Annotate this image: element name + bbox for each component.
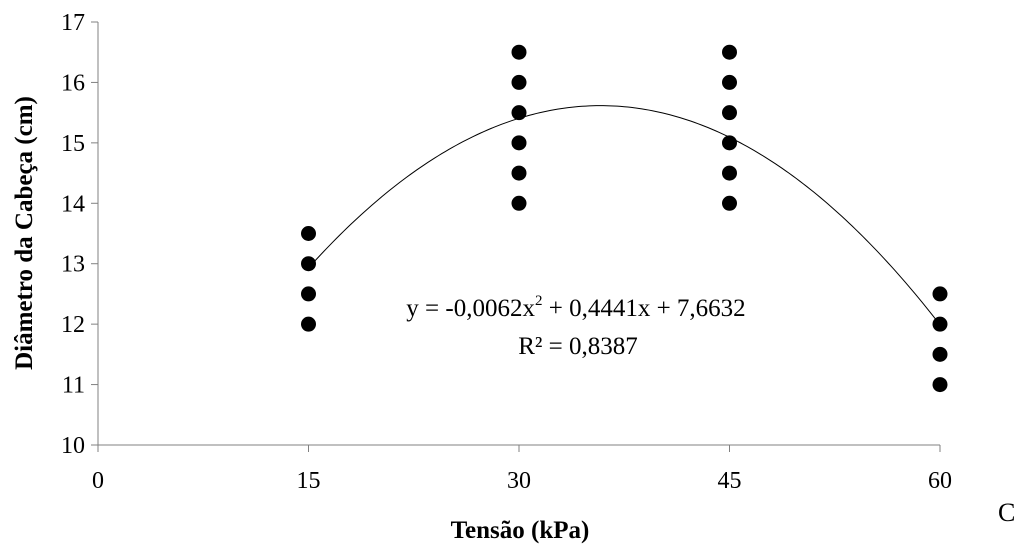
data-point <box>932 377 948 393</box>
data-point <box>511 165 527 181</box>
trendline <box>308 105 941 326</box>
data-point <box>511 74 527 90</box>
y-tick-label: 12 <box>61 312 85 338</box>
data-point <box>722 165 737 181</box>
panel-letter: C <box>998 498 1016 527</box>
data-point <box>511 105 527 121</box>
data-point <box>722 135 737 151</box>
data-point <box>301 256 316 272</box>
equation-prefix: y = -0,0062x <box>406 295 535 322</box>
y-tick-label: 10 <box>61 433 85 459</box>
x-tick-label: 30 <box>507 468 531 494</box>
data-points <box>301 44 948 393</box>
data-point <box>511 44 527 60</box>
data-point <box>722 74 737 90</box>
x-axis-title: Tensão (kPa) <box>451 517 590 544</box>
data-point <box>932 346 948 362</box>
y-tick-label: 17 <box>61 10 85 36</box>
x-tick-label: 45 <box>718 468 742 494</box>
data-point <box>932 316 948 332</box>
y-tick-label: 11 <box>62 373 85 399</box>
x-tick-label: 60 <box>928 468 952 494</box>
data-point <box>301 226 316 241</box>
data-point <box>722 44 737 60</box>
y-axis-title: Diâmetro da Cabeça (cm) <box>11 96 38 370</box>
data-point <box>722 195 737 211</box>
data-point <box>511 135 527 151</box>
data-point <box>301 316 316 332</box>
x-tick-label: 0 <box>92 468 104 494</box>
data-point <box>511 195 527 211</box>
r-squared-label: R² = 0,8387 <box>518 333 638 360</box>
y-tick-label: 15 <box>61 131 85 157</box>
y-tick-label: 16 <box>61 70 85 96</box>
trendline-group <box>308 105 941 326</box>
data-point <box>722 105 737 121</box>
trendline-equation: y = -0,0062x2 + 0,4441x + 7,6632 <box>406 293 745 322</box>
data-point <box>932 286 948 302</box>
axes: 10 11 12 13 14 15 16 17 0 15 30 45 60 <box>61 10 952 494</box>
data-point <box>301 286 316 302</box>
y-tick-label: 13 <box>61 252 85 278</box>
equation-suffix: + 0,4441x + 7,6632 <box>542 295 745 322</box>
y-tick-label: 14 <box>61 191 85 217</box>
x-tick-label: 15 <box>297 468 321 494</box>
equation-exponent: 2 <box>535 293 543 309</box>
